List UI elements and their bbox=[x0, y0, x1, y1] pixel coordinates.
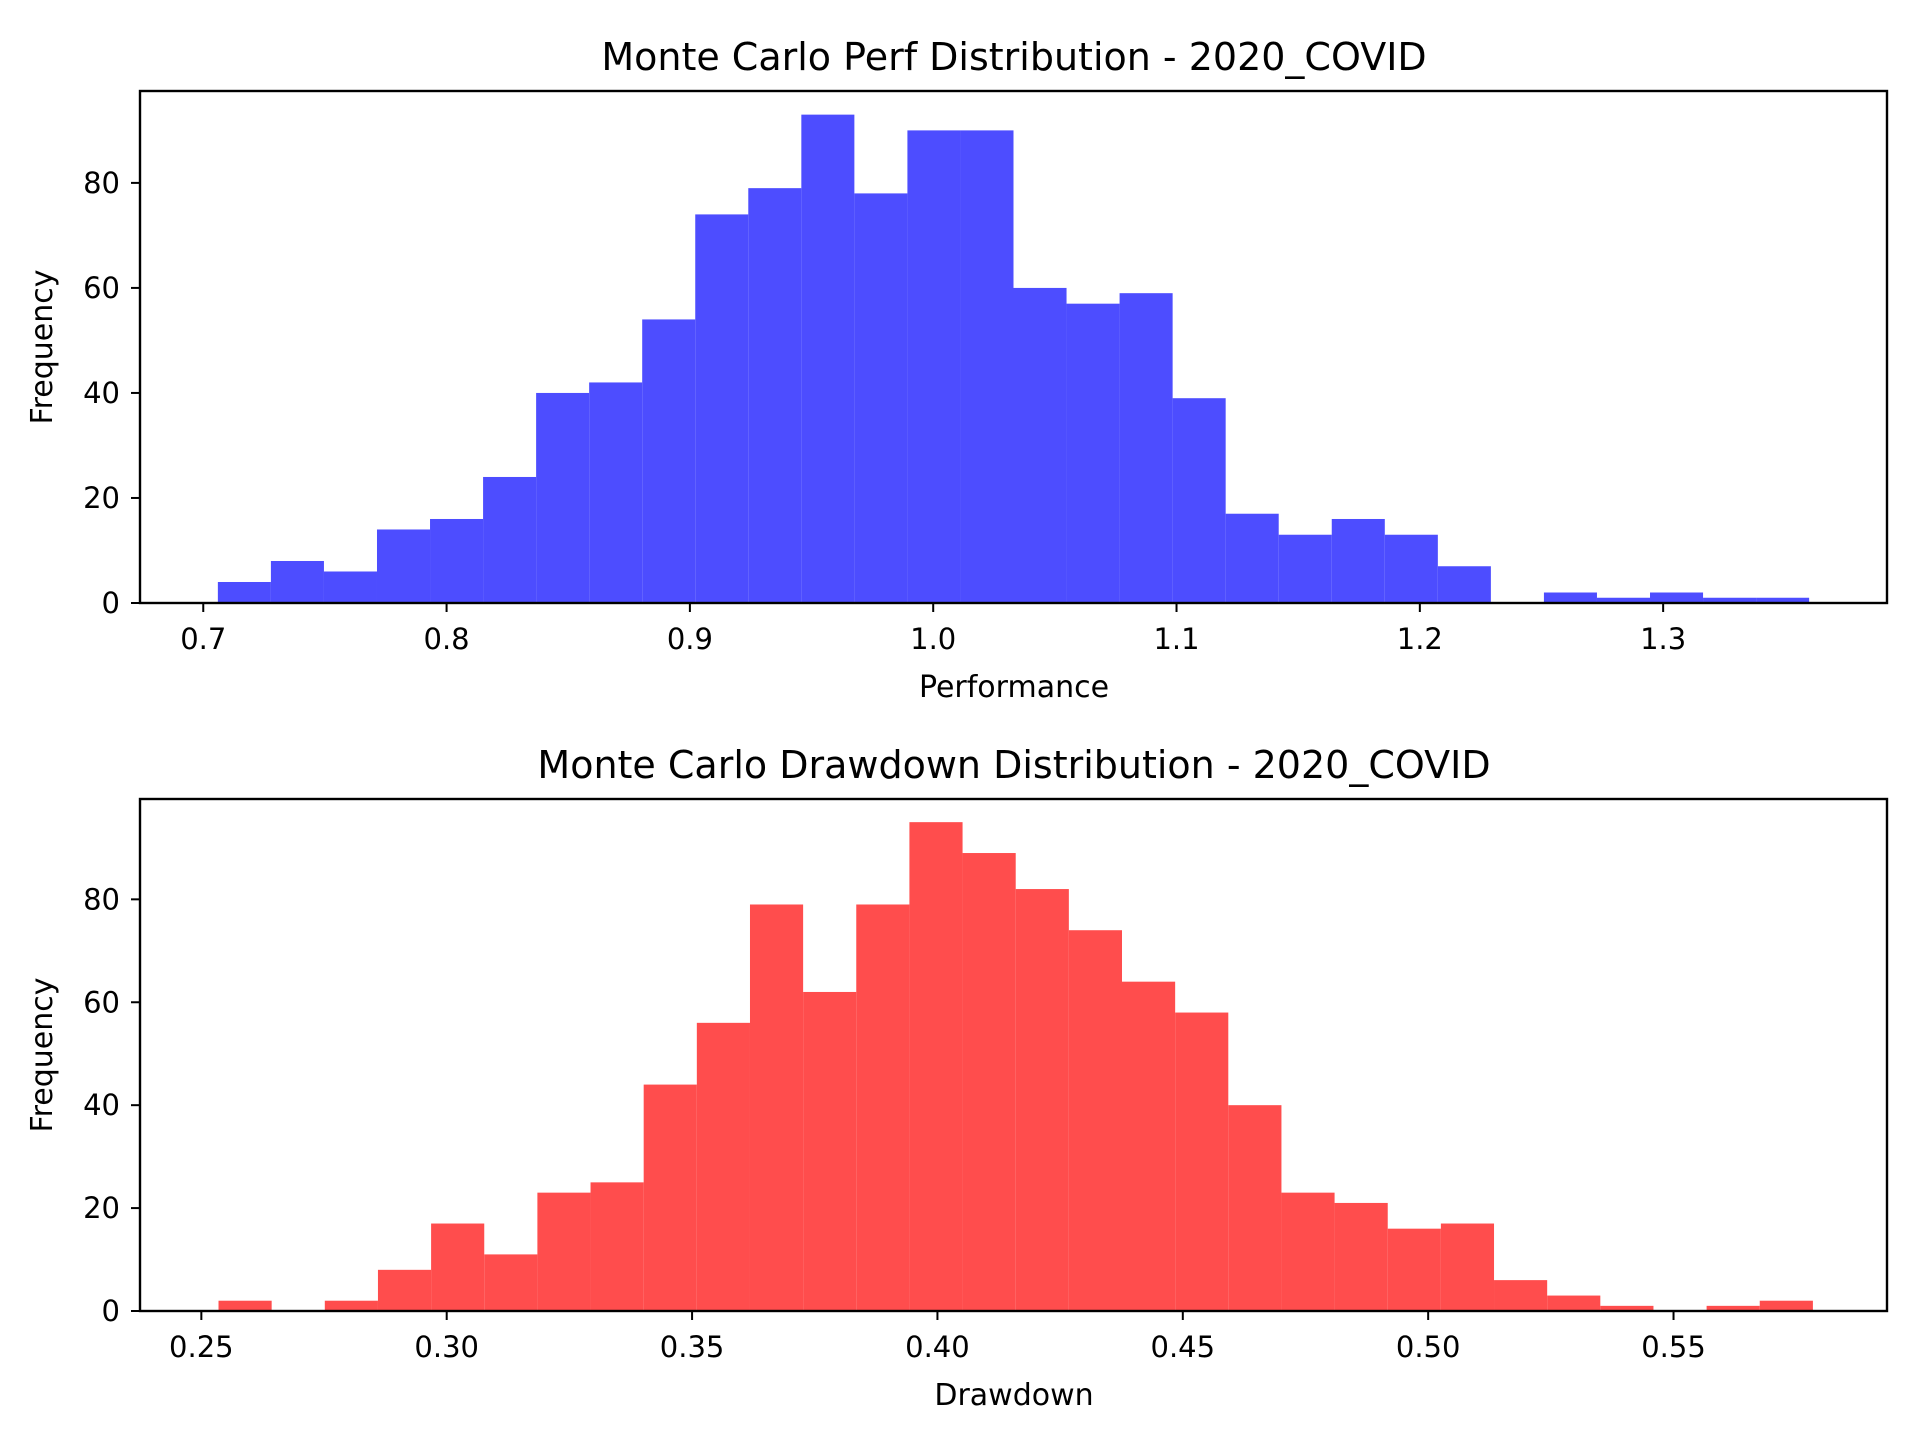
perf-x-tick-label: 0.7 bbox=[180, 622, 226, 656]
perf-y-tick-label: 60 bbox=[83, 271, 120, 305]
perf-bar bbox=[748, 188, 802, 603]
drawdown-x-axis-label: Drawdown bbox=[934, 1378, 1093, 1413]
drawdown-x-tick-label: 0.55 bbox=[1641, 1330, 1706, 1364]
perf-bar bbox=[1384, 534, 1438, 603]
drawdown-bar bbox=[1387, 1228, 1441, 1311]
drawdown-bar bbox=[1015, 889, 1069, 1311]
perf-x-tick-label: 1.1 bbox=[1153, 622, 1199, 656]
drawdown-x-ticks: 0.25 0.30 0.35 0.40 0.45 0.50 0.55 bbox=[169, 1311, 1706, 1364]
perf-bar bbox=[1703, 597, 1757, 603]
perf-bar bbox=[217, 581, 271, 603]
perf-bar bbox=[270, 560, 324, 603]
perf-bar bbox=[1066, 303, 1120, 603]
drawdown-bar bbox=[1281, 1192, 1335, 1311]
drawdown-bar bbox=[218, 1300, 272, 1311]
perf-bar bbox=[1119, 293, 1173, 603]
drawdown-bar bbox=[962, 853, 1016, 1311]
drawdown-x-tick-label: 0.30 bbox=[414, 1330, 479, 1364]
perf-bar bbox=[323, 571, 377, 603]
perf-bar bbox=[536, 392, 590, 603]
perf-bar bbox=[960, 130, 1014, 603]
perf-y-axis-label: Frequency bbox=[25, 270, 60, 425]
perf-bar bbox=[801, 114, 855, 603]
drawdown-x-tick-label: 0.45 bbox=[1151, 1330, 1216, 1364]
perf-bar bbox=[1596, 597, 1651, 603]
perf-y-tick-label: 80 bbox=[83, 166, 120, 200]
drawdown-bar bbox=[749, 904, 804, 1311]
drawdown-bar bbox=[1706, 1305, 1760, 1311]
perf-bar bbox=[1650, 592, 1704, 603]
perf-bar bbox=[1437, 566, 1491, 603]
drawdown-x-tick-label: 0.35 bbox=[660, 1330, 725, 1364]
perf-bar bbox=[695, 214, 749, 603]
perf-bar bbox=[376, 529, 431, 603]
perf-x-axis-label: Performance bbox=[919, 670, 1109, 705]
drawdown-chart-title: Monte Carlo Drawdown Distribution - 2020… bbox=[537, 743, 1490, 787]
perf-chart-title: Monte Carlo Perf Distribution - 2020_COV… bbox=[601, 35, 1426, 79]
drawdown-y-tick-label: 60 bbox=[83, 985, 120, 1019]
drawdown-bar bbox=[1122, 981, 1176, 1311]
drawdown-bar bbox=[1759, 1300, 1813, 1311]
perf-bar bbox=[430, 518, 484, 603]
drawdown-bar bbox=[537, 1192, 591, 1311]
drawdown-histogram-chart: Monte Carlo Drawdown Distribution - 2020… bbox=[25, 743, 1889, 1413]
perf-bar bbox=[907, 130, 961, 603]
drawdown-bar bbox=[1547, 1295, 1601, 1311]
perf-bar bbox=[854, 193, 908, 603]
perf-y-tick-label: 20 bbox=[83, 481, 120, 515]
drawdown-bar bbox=[431, 1223, 485, 1311]
perf-y-tick-label: 0 bbox=[102, 586, 120, 620]
drawdown-x-tick-label: 0.25 bbox=[169, 1330, 234, 1364]
perf-bar bbox=[1013, 287, 1067, 603]
drawdown-bar bbox=[1494, 1280, 1548, 1311]
drawdown-bar bbox=[1175, 1012, 1229, 1311]
drawdown-y-axis-label: Frequency bbox=[25, 978, 60, 1133]
perf-bar bbox=[642, 319, 696, 603]
drawdown-bar bbox=[803, 991, 857, 1311]
perf-bar bbox=[1331, 518, 1385, 603]
perf-bar bbox=[1225, 513, 1279, 603]
perf-bar bbox=[589, 382, 643, 603]
perf-bar bbox=[1278, 534, 1332, 603]
drawdown-bar bbox=[909, 822, 963, 1311]
drawdown-bar bbox=[856, 904, 910, 1311]
perf-bar bbox=[1543, 592, 1597, 603]
drawdown-bar bbox=[696, 1022, 750, 1311]
perf-histogram-chart: Monte Carlo Perf Distribution - 2020_COV… bbox=[25, 35, 1889, 705]
drawdown-y-tick-label: 80 bbox=[83, 882, 120, 916]
drawdown-y-ticks: 0 20 40 60 80 bbox=[83, 882, 140, 1328]
drawdown-bar bbox=[590, 1182, 644, 1311]
perf-bar bbox=[1756, 597, 1810, 603]
drawdown-bar bbox=[1068, 930, 1123, 1311]
perf-y-ticks: 0 20 40 60 80 bbox=[83, 166, 140, 620]
drawdown-y-tick-label: 20 bbox=[83, 1191, 120, 1225]
drawdown-plot-frame bbox=[138, 797, 1889, 1313]
drawdown-x-tick-label: 0.40 bbox=[905, 1330, 970, 1364]
drawdown-y-tick-label: 40 bbox=[83, 1088, 120, 1122]
drawdown-bar bbox=[643, 1084, 697, 1311]
drawdown-y-tick-label: 0 bbox=[102, 1294, 120, 1328]
drawdown-x-tick-label: 0.50 bbox=[1396, 1330, 1461, 1364]
drawdown-bar bbox=[1228, 1105, 1282, 1311]
perf-bar bbox=[483, 476, 537, 603]
drawdown-bar bbox=[1600, 1305, 1654, 1311]
perf-x-tick-label: 1.3 bbox=[1640, 622, 1686, 656]
perf-x-ticks: 0.7 0.8 0.9 1.0 1.1 1.2 1.3 bbox=[180, 603, 1686, 656]
perf-bar bbox=[1172, 398, 1226, 603]
drawdown-bar bbox=[1440, 1223, 1495, 1311]
drawdown-bars bbox=[218, 822, 1813, 1311]
perf-bars bbox=[217, 114, 1810, 603]
perf-plot-frame bbox=[138, 89, 1889, 605]
perf-x-tick-label: 1.0 bbox=[910, 622, 956, 656]
perf-x-tick-label: 0.8 bbox=[424, 622, 470, 656]
drawdown-bar bbox=[324, 1300, 378, 1311]
drawdown-bar bbox=[377, 1269, 432, 1311]
drawdown-bar bbox=[1334, 1202, 1388, 1311]
perf-x-tick-label: 0.9 bbox=[667, 622, 713, 656]
drawdown-bar bbox=[484, 1254, 538, 1311]
perf-y-tick-label: 40 bbox=[83, 376, 120, 410]
perf-x-tick-label: 1.2 bbox=[1397, 622, 1443, 656]
